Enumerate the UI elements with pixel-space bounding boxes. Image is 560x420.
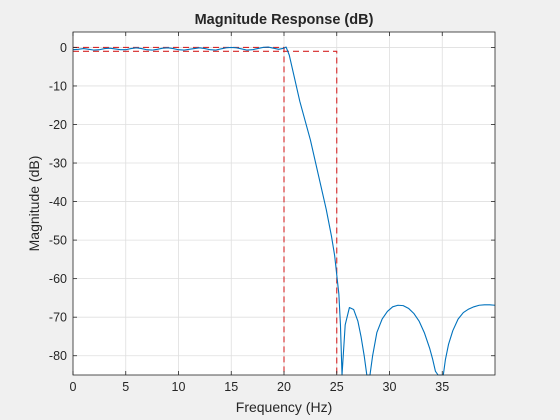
x-tick-label: 0: [70, 380, 77, 394]
axis-ticks: [72, 32, 495, 375]
x-tick-label: 35: [435, 380, 449, 394]
y-tick-label: -80: [49, 349, 67, 363]
y-tick-label: -70: [49, 311, 67, 325]
response-series: [72, 46, 496, 376]
stopband-spec-line: [73, 50, 338, 375]
y-tick-label: -20: [49, 118, 67, 132]
x-tick-label: 5: [122, 380, 129, 394]
x-tick-label: 15: [224, 380, 238, 394]
y-tick-label: 0: [60, 41, 67, 55]
y-tick-label: -50: [49, 234, 67, 248]
spec-mask: [73, 46, 338, 375]
passband-spec-line: [73, 46, 285, 375]
tick-labels: 0 5 10 15 20 25 30 35 0 -10 -20 -30 -40 -50 -60 -70 -80: [49, 41, 449, 394]
x-tick-label: 25: [330, 380, 344, 394]
x-axis-label: Frequency (Hz): [236, 399, 332, 415]
response-line: [72, 46, 496, 376]
x-tick-label: 10: [172, 380, 186, 394]
chart-title: Magnitude Response (dB): [195, 12, 374, 28]
y-tick-label: -40: [49, 195, 67, 209]
y-tick-label: -60: [49, 272, 67, 286]
y-tick-label: -30: [49, 157, 67, 171]
y-axis-label: Magnitude (dB): [26, 156, 42, 252]
x-tick-label: 30: [383, 380, 397, 394]
x-tick-label: 20: [277, 380, 291, 394]
y-tick-label: -10: [49, 79, 67, 93]
